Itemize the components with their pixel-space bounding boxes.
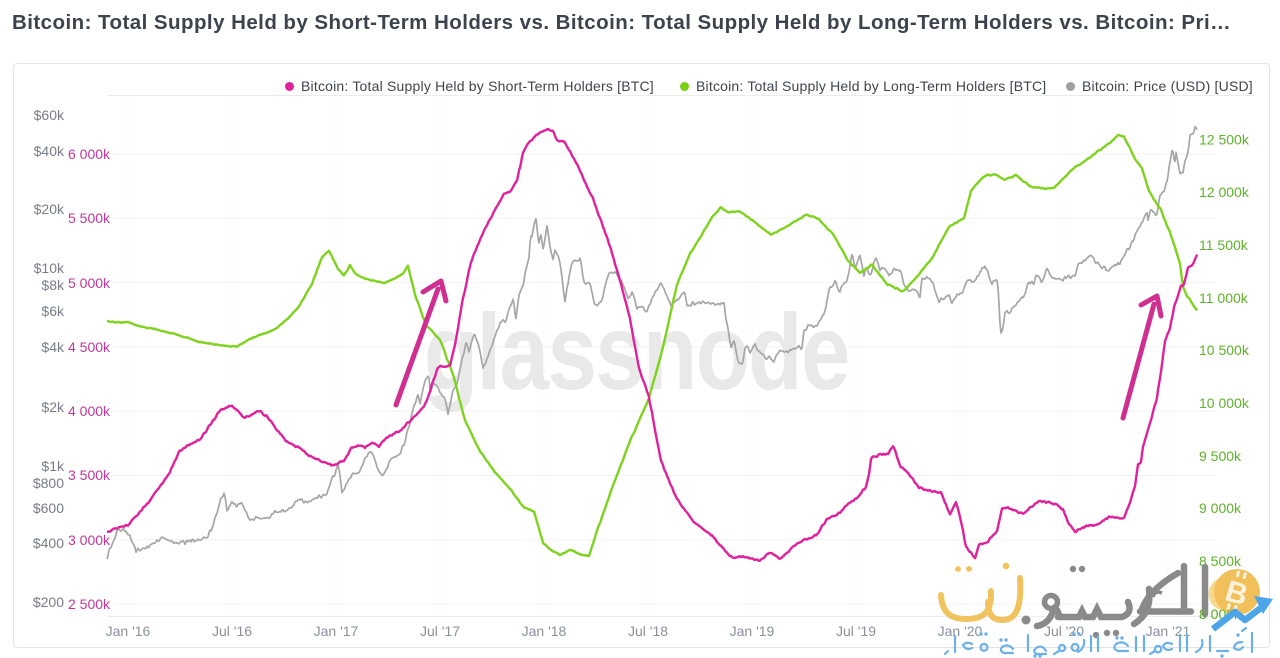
- svg-text:Jan '16: Jan '16: [106, 623, 151, 639]
- svg-text:6 000k: 6 000k: [68, 146, 111, 162]
- svg-text:Jul '18: Jul '18: [628, 623, 668, 639]
- svg-text:$600: $600: [33, 500, 64, 516]
- svg-text:Jul '17: Jul '17: [420, 623, 460, 639]
- svg-text:$20k: $20k: [34, 201, 65, 217]
- svg-text:$6k: $6k: [41, 303, 65, 319]
- svg-text:$2k: $2k: [41, 399, 65, 415]
- svg-text:3 500k: 3 500k: [68, 467, 111, 483]
- svg-text:$40k: $40k: [34, 143, 65, 159]
- svg-text:Jan '17: Jan '17: [314, 623, 359, 639]
- svg-text:11 500k: 11 500k: [1199, 237, 1249, 253]
- svg-text:4 500k: 4 500k: [68, 339, 111, 355]
- svg-text:5 500k: 5 500k: [68, 210, 111, 226]
- svg-text:3 000k: 3 000k: [68, 532, 111, 548]
- svg-text:11 000k: 11 000k: [1199, 290, 1249, 306]
- svg-text:10 500k: 10 500k: [1199, 342, 1250, 358]
- svg-text:$4k: $4k: [41, 339, 65, 355]
- svg-text:$200: $200: [33, 594, 64, 610]
- svg-text:10 000k: 10 000k: [1199, 395, 1250, 411]
- svg-text:$8k: $8k: [41, 277, 65, 293]
- svg-text:$400: $400: [33, 535, 64, 551]
- svg-text:$10k: $10k: [34, 260, 65, 276]
- svg-text:Jan '21: Jan '21: [1146, 623, 1191, 639]
- svg-text:12 500k: 12 500k: [1199, 132, 1250, 148]
- svg-text:8 500k: 8 500k: [1199, 553, 1242, 569]
- svg-text:9 000k: 9 000k: [1199, 500, 1242, 516]
- svg-text:Jan '19: Jan '19: [730, 623, 775, 639]
- svg-text:Jul '20: Jul '20: [1044, 623, 1084, 639]
- svg-text:9 500k: 9 500k: [1199, 448, 1242, 464]
- svg-text:5 000k: 5 000k: [68, 275, 111, 291]
- svg-text:Jan '20: Jan '20: [938, 623, 983, 639]
- svg-text:$1k: $1k: [41, 458, 65, 474]
- svg-text:2 500k: 2 500k: [68, 596, 111, 612]
- svg-text:$800: $800: [33, 475, 64, 491]
- svg-text:Jan '18: Jan '18: [522, 623, 567, 639]
- svg-text:Jul '19: Jul '19: [836, 623, 876, 639]
- svg-text:4 000k: 4 000k: [68, 403, 111, 419]
- svg-text:Jul '16: Jul '16: [212, 623, 252, 639]
- svg-text:12 000k: 12 000k: [1199, 184, 1250, 200]
- svg-text:$60k: $60k: [34, 107, 65, 123]
